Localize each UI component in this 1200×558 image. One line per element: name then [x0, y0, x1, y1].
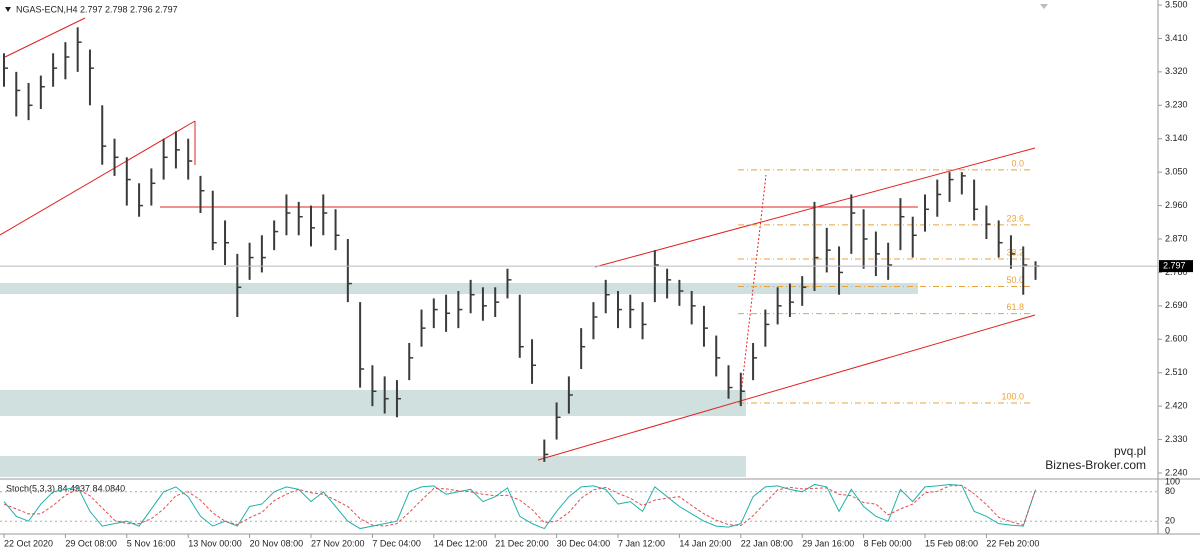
x-tick-label: 7 Dec 04:00: [372, 538, 421, 548]
x-tick-label: 29 Jan 16:00: [802, 538, 854, 548]
x-tick-label: 29 Oct 08:00: [65, 538, 117, 548]
chart-title: NGAS-ECN,H4 2.797 2.798 2.796 2.797: [16, 4, 178, 14]
zone: [0, 456, 746, 477]
y-tick-label: 2.240: [1165, 467, 1188, 477]
x-tick-label: 20 Nov 08:00: [250, 538, 304, 548]
trend-line: [0, 120, 196, 236]
x-tick-label: 14 Jan 20:00: [679, 538, 731, 548]
x-tick-label: 14 Dec 12:00: [434, 538, 488, 548]
watermark: Biznes-Broker.com: [1045, 458, 1146, 472]
last-price-box: [1159, 260, 1193, 273]
y-tick-label: 2.510: [1165, 367, 1188, 377]
indicator-title: Stoch(5,3,3) 84.4937 84.0840: [6, 483, 125, 493]
y-tick-label: 3.050: [1165, 167, 1188, 177]
zone: [0, 283, 918, 294]
y-tick-label: 3.320: [1165, 66, 1188, 76]
x-tick-label: 21 Dec 20:00: [495, 538, 549, 548]
y-tick-label: 20: [1165, 516, 1175, 526]
y-tick-label: 80: [1165, 486, 1175, 496]
y-tick-label: 3.230: [1165, 100, 1188, 110]
menu-arrow: [5, 7, 11, 12]
x-tick-label: 22 Feb 20:00: [986, 538, 1039, 548]
x-tick-label: 13 Nov 00:00: [188, 538, 242, 548]
last-price-label: 2.797: [1163, 260, 1186, 270]
fib-label: 61.8: [1006, 302, 1024, 312]
y-tick-label: 2.960: [1165, 200, 1188, 210]
y-tick-label: 3.500: [1165, 0, 1188, 9]
trend-line: [4, 17, 86, 58]
x-tick-label: 8 Feb 00:00: [864, 538, 912, 548]
fib-label: 23.6: [1006, 213, 1024, 223]
shift-marker: [1040, 4, 1048, 9]
y-tick-label: 100: [1165, 476, 1180, 486]
watermark: pvq.pl: [1114, 444, 1146, 458]
x-tick-label: 15 Feb 08:00: [925, 538, 978, 548]
y-tick-label: 2.690: [1165, 300, 1188, 310]
y-tick-label: 2.420: [1165, 401, 1188, 411]
trend-line: [537, 314, 1036, 461]
y-tick-label: 2.600: [1165, 334, 1188, 344]
stoch-line: [3, 484, 1036, 527]
y-tick-label: 2.330: [1165, 434, 1188, 444]
x-tick-label: 27 Nov 20:00: [311, 538, 365, 548]
x-tick-label: 30 Dec 04:00: [557, 538, 611, 548]
fib-label: 0.0: [1011, 158, 1024, 168]
y-tick-label: 2.870: [1165, 233, 1188, 243]
fib-label: 38.2: [1006, 247, 1024, 257]
y-tick-label: 3.140: [1165, 133, 1188, 143]
x-tick-label: 22 Jan 08:00: [741, 538, 793, 548]
stoch-line: [3, 483, 1036, 530]
x-tick-label: 7 Jan 12:00: [618, 538, 665, 548]
x-tick-label: 22 Oct 2020: [4, 538, 53, 548]
fib-label: 100.0: [1001, 391, 1024, 401]
x-tick-label: 5 Nov 16:00: [127, 538, 176, 548]
fib-label: 50.0: [1006, 275, 1024, 285]
y-tick-label: 3.410: [1165, 33, 1188, 43]
y-tick-label: 0: [1165, 525, 1170, 535]
